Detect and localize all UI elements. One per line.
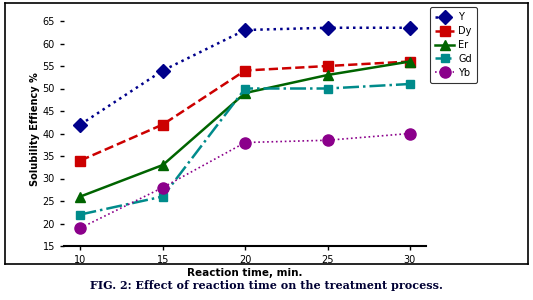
Line: Dy: Dy: [76, 57, 415, 165]
Yb: [242, 141, 248, 144]
Dy: [325, 64, 331, 68]
Gd: [159, 195, 166, 198]
Dy: [407, 60, 413, 63]
Er: [159, 163, 166, 167]
Er: [325, 73, 331, 77]
Y: [407, 26, 413, 29]
Er: [77, 195, 84, 198]
Y: [159, 69, 166, 72]
Dy: [159, 123, 166, 126]
Dy: [77, 159, 84, 162]
Y-axis label: Solubility Effiency %: Solubility Effiency %: [30, 72, 39, 186]
Legend: Y, Dy, Er, Gd, Yb: Y, Dy, Er, Gd, Yb: [430, 7, 477, 82]
Yb: [159, 186, 166, 189]
Gd: [77, 213, 84, 216]
Dy: [242, 69, 248, 72]
Gd: [325, 87, 331, 90]
Text: FIG. 2: Effect of reaction time on the treatment process.: FIG. 2: Effect of reaction time on the t…: [90, 280, 443, 291]
Y: [242, 28, 248, 32]
Line: Er: Er: [76, 57, 415, 201]
Yb: [77, 226, 84, 230]
Yb: [407, 132, 413, 135]
Line: Y: Y: [76, 23, 415, 129]
Line: Yb: Yb: [75, 128, 416, 234]
Line: Gd: Gd: [76, 80, 414, 219]
Er: [242, 91, 248, 95]
Yb: [325, 138, 331, 142]
Er: [407, 60, 413, 63]
Y: [325, 26, 331, 29]
Gd: [407, 82, 413, 86]
Y: [77, 123, 84, 126]
X-axis label: Reaction time, min.: Reaction time, min.: [188, 268, 303, 278]
Gd: [242, 87, 248, 90]
